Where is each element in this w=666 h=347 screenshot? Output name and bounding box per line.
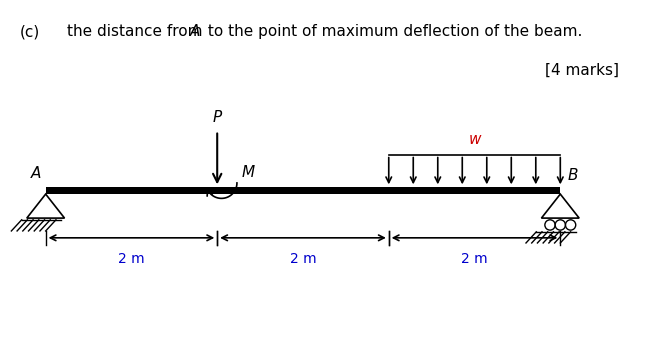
Text: P: P xyxy=(212,110,222,125)
Text: 2 m: 2 m xyxy=(290,252,316,265)
Text: [4 marks]: [4 marks] xyxy=(545,62,619,77)
Text: 2 m: 2 m xyxy=(118,252,145,265)
Text: B: B xyxy=(567,168,577,183)
Text: w: w xyxy=(468,132,481,147)
FancyBboxPatch shape xyxy=(46,187,560,194)
Text: M: M xyxy=(241,165,254,180)
Text: 2 m: 2 m xyxy=(462,252,488,265)
Text: to the point of maximum deflection of the beam.: to the point of maximum deflection of th… xyxy=(203,24,583,39)
Text: the distance from: the distance from xyxy=(67,24,202,39)
Text: A: A xyxy=(190,24,200,39)
Text: (c): (c) xyxy=(20,24,40,39)
Text: A: A xyxy=(31,166,41,181)
